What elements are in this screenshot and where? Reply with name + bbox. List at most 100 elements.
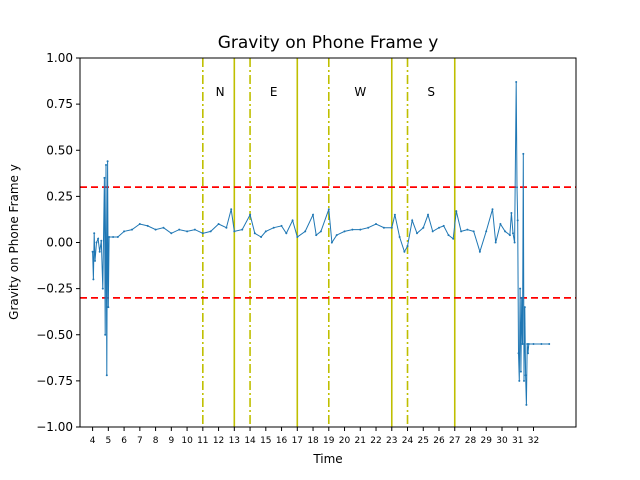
y-tick-label: 1.00 bbox=[46, 51, 73, 65]
data-point bbox=[510, 212, 513, 214]
data-point bbox=[291, 219, 294, 222]
data-point bbox=[280, 224, 283, 227]
data-point bbox=[233, 230, 236, 233]
data-point bbox=[296, 236, 299, 238]
data-point bbox=[411, 219, 414, 222]
data-point bbox=[201, 232, 204, 235]
data-point bbox=[540, 343, 543, 345]
data-point bbox=[343, 230, 346, 233]
x-tick-label: 32 bbox=[528, 436, 539, 446]
data-point bbox=[390, 226, 393, 229]
x-tick-label: 7 bbox=[137, 436, 143, 446]
data-point bbox=[460, 230, 463, 233]
data-point bbox=[526, 343, 529, 345]
data-point bbox=[315, 234, 318, 237]
data-point bbox=[527, 352, 529, 355]
data-point bbox=[431, 230, 434, 233]
data-point bbox=[178, 228, 181, 231]
data-point bbox=[253, 232, 256, 235]
data-point bbox=[455, 210, 458, 213]
direction-label: S bbox=[427, 85, 435, 99]
data-point bbox=[519, 370, 522, 373]
data-point bbox=[504, 230, 507, 233]
data-point bbox=[264, 230, 267, 233]
x-axis-label: Time bbox=[312, 452, 342, 466]
x-tick-label: 30 bbox=[496, 436, 508, 446]
data-point bbox=[516, 219, 519, 222]
data-point bbox=[105, 164, 107, 166]
x-tick-label: 31 bbox=[512, 436, 523, 446]
y-tick-label: −0.25 bbox=[36, 282, 73, 296]
data-point bbox=[91, 250, 94, 253]
data-point bbox=[519, 287, 522, 290]
data-point bbox=[398, 236, 401, 238]
data-point bbox=[548, 343, 551, 345]
data-point bbox=[491, 208, 494, 211]
data-point bbox=[532, 343, 535, 345]
x-tick-label: 13 bbox=[229, 436, 240, 446]
data-point bbox=[217, 223, 220, 225]
data-point bbox=[466, 228, 469, 231]
y-tick-label: −1.00 bbox=[36, 420, 73, 434]
x-tick-label: 15 bbox=[260, 436, 271, 446]
data-point bbox=[382, 226, 385, 229]
x-tick-label: 16 bbox=[276, 436, 288, 446]
data-point bbox=[427, 213, 429, 216]
data-point bbox=[249, 213, 252, 216]
data-point bbox=[107, 306, 110, 309]
data-point bbox=[112, 236, 115, 238]
data-point bbox=[367, 226, 370, 229]
data-point bbox=[170, 232, 173, 235]
data-point bbox=[438, 226, 440, 229]
x-axis: 4 5 6 7 8 9 10 11 12 13 14 15 16 17 18 19 20 21 22 23 24 25 26… bbox=[90, 427, 539, 446]
data-point bbox=[186, 230, 189, 233]
data-point bbox=[230, 208, 233, 211]
data-point bbox=[452, 237, 455, 240]
y-tick-label: 0.75 bbox=[46, 97, 73, 111]
data-point bbox=[513, 241, 516, 244]
data-point bbox=[515, 81, 518, 83]
y-tick-label: −0.50 bbox=[36, 328, 73, 342]
data-point bbox=[494, 241, 497, 244]
data-point bbox=[517, 352, 520, 355]
data-point bbox=[403, 250, 406, 253]
data-point bbox=[516, 186, 518, 189]
direction-label: E bbox=[270, 85, 278, 99]
data-point bbox=[416, 232, 418, 235]
x-tick-label: 20 bbox=[339, 436, 351, 446]
data-point bbox=[447, 234, 450, 237]
x-tick-label: 25 bbox=[418, 436, 429, 446]
x-tick-label: 19 bbox=[323, 436, 335, 446]
direction-label: W bbox=[354, 85, 366, 99]
data-point bbox=[193, 228, 196, 231]
y-axis: −1.00 −0.75 −0.50 −0.25 0.00 0.25 0.50 0.75 1.00 bbox=[36, 51, 80, 434]
reference-lines bbox=[80, 58, 576, 427]
x-tick-label: 26 bbox=[433, 436, 445, 446]
x-tick-label: 17 bbox=[292, 436, 303, 446]
x-tick-label: 24 bbox=[402, 436, 414, 446]
x-tick-label: 11 bbox=[197, 436, 208, 446]
data-point bbox=[485, 230, 488, 233]
x-tick-label: 12 bbox=[213, 436, 224, 446]
data-point bbox=[422, 226, 425, 229]
x-tick-label: 23 bbox=[386, 436, 397, 446]
data-point bbox=[106, 160, 109, 163]
x-tick-label: 18 bbox=[307, 436, 319, 446]
data-point bbox=[304, 230, 307, 233]
y-tick-label: 0.00 bbox=[46, 236, 73, 250]
data-point bbox=[359, 228, 362, 231]
data-point bbox=[375, 223, 377, 225]
data-point bbox=[260, 236, 263, 238]
x-tick-label: 6 bbox=[121, 436, 127, 446]
data-point bbox=[499, 223, 502, 225]
data-point bbox=[319, 230, 322, 233]
data-point bbox=[393, 213, 396, 216]
y-tick-label: −0.75 bbox=[36, 374, 73, 388]
data-point bbox=[94, 259, 96, 262]
data-point bbox=[225, 226, 228, 229]
data-point bbox=[327, 208, 330, 211]
